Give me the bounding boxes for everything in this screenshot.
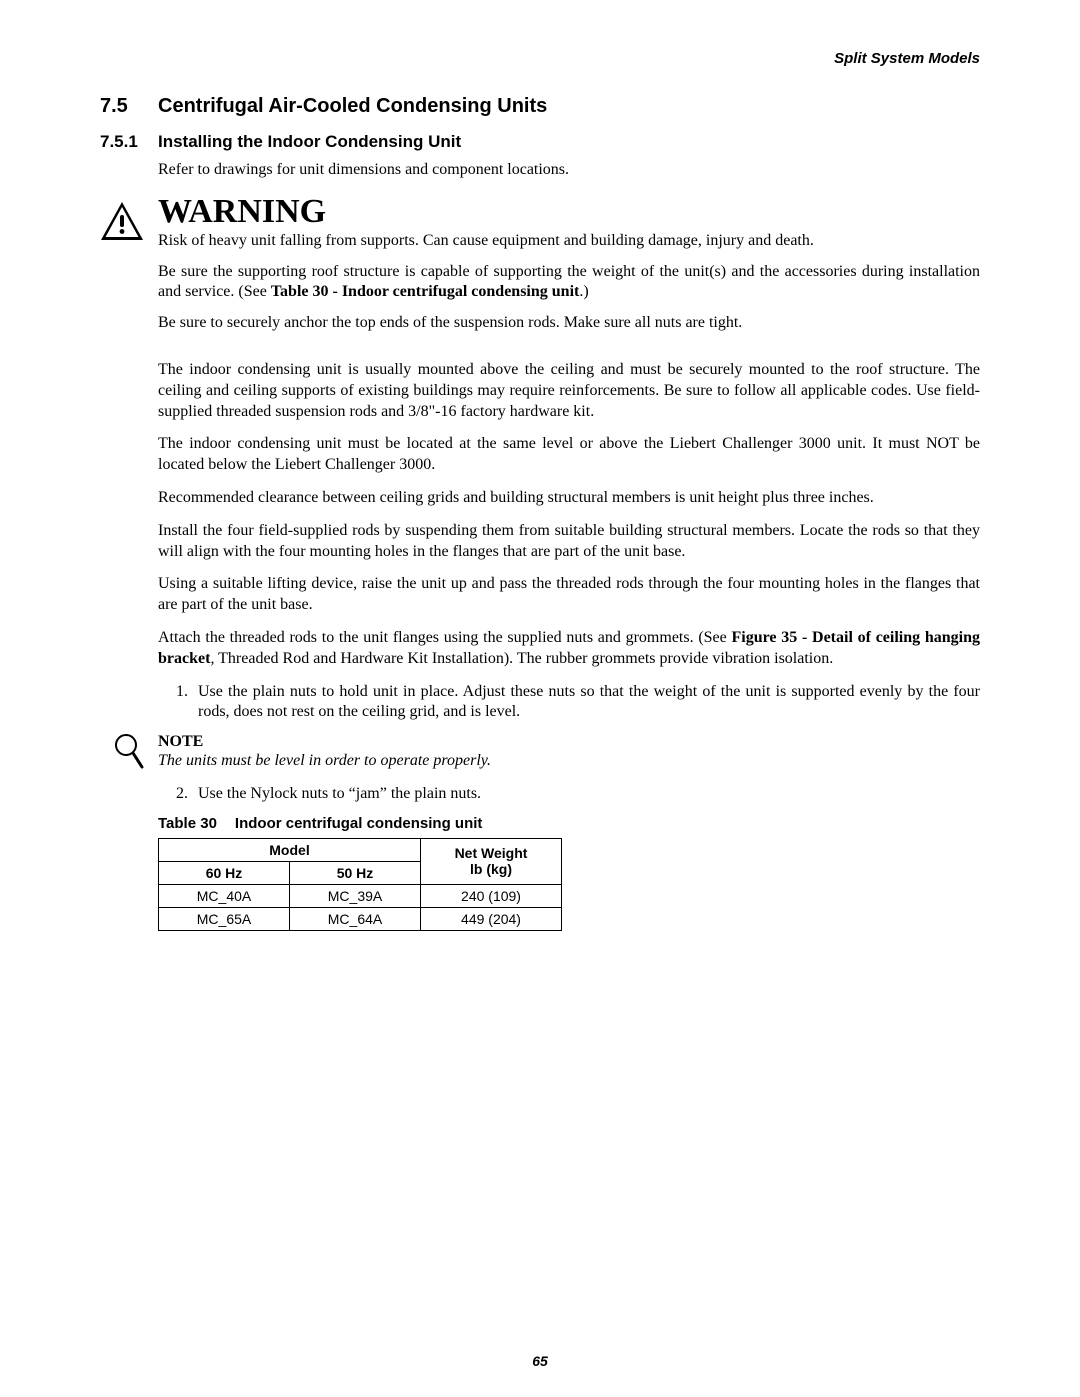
subsection-heading: 7.5.1Installing the Indoor Condensing Un… [100,132,980,152]
intro-line: Refer to drawings for unit dimensions an… [158,160,980,181]
th-50hz: 50 Hz [290,861,421,884]
td-weight: 240 (109) [421,884,562,907]
page-number: 65 [0,1353,1080,1369]
table-header-row-1: Model Net Weight lb (kg) [159,838,562,861]
table-title: Indoor centrifugal condensing unit [235,815,483,832]
body-p3: Recommended clearance between ceiling gr… [158,488,980,509]
warning-p1: Risk of heavy unit falling from supports… [158,231,980,252]
th-weight-l1: Net Weight [455,845,528,861]
table-label: Table 30 [158,815,217,832]
table-row: MC_65A MC_64A 449 (204) [159,907,562,930]
warning-title: WARNING [158,195,980,229]
body-p6-a: Attach the threaded rods to the unit fla… [158,629,731,646]
note-text: NOTE The units must be level in order to… [158,733,980,778]
body-p1: The indoor condensing unit is usually mo… [158,360,980,422]
note-body: The units must be level in order to oper… [158,751,980,772]
warning-p2-c: .) [579,283,588,300]
step-list-1: Use the plain nuts to hold unit in place… [158,682,980,724]
warning-icon-col [100,195,158,344]
section-heading: 7.5Centrifugal Air-Cooled Condensing Uni… [100,95,980,118]
table-row: MC_40A MC_39A 240 (109) [159,884,562,907]
note-block: NOTE The units must be level in order to… [112,733,980,778]
magnifier-icon [112,733,146,773]
page: Split System Models 7.5Centrifugal Air-C… [0,0,1080,1397]
body-p4: Install the four field-supplied rods by … [158,521,980,563]
td-weight: 449 (204) [421,907,562,930]
step-1: Use the plain nuts to hold unit in place… [192,682,980,724]
condensing-unit-table: Model Net Weight lb (kg) 60 Hz 50 Hz MC_… [158,838,562,931]
td-50hz: MC_64A [290,907,421,930]
warning-p3: Be sure to securely anchor the top ends … [158,313,980,334]
th-60hz: 60 Hz [159,861,290,884]
body-p2: The indoor condensing unit must be locat… [158,434,980,476]
note-icon-col [112,733,158,778]
step-list-2: Use the Nylock nuts to “jam” the plain n… [158,784,980,805]
body-p6: Attach the threaded rods to the unit fla… [158,628,980,670]
body-p6-c: , Threaded Rod and Hardware Kit Installa… [210,650,833,667]
body-p5: Using a suitable lifting device, raise t… [158,574,980,616]
subsection-title: Installing the Indoor Condensing Unit [158,132,461,151]
subsection-number: 7.5.1 [100,132,158,152]
section-title: Centrifugal Air-Cooled Condensing Units [158,95,547,117]
th-model: Model [159,838,421,861]
th-weight: Net Weight lb (kg) [421,838,562,884]
running-head: Split System Models [100,50,980,67]
td-60hz: MC_40A [159,884,290,907]
step-2: Use the Nylock nuts to “jam” the plain n… [192,784,980,805]
warning-icon [100,201,144,241]
warning-text: WARNING Risk of heavy unit falling from … [158,195,980,344]
td-60hz: MC_65A [159,907,290,930]
warning-p2: Be sure the supporting roof structure is… [158,262,980,304]
th-weight-l2: lb (kg) [470,861,512,877]
warning-block: WARNING Risk of heavy unit falling from … [100,195,980,344]
warning-p2-b: Table 30 - Indoor centrifugal condensing… [271,283,580,300]
section-number: 7.5 [100,95,158,118]
content-block: Refer to drawings for unit dimensions an… [158,160,980,931]
td-50hz: MC_39A [290,884,421,907]
note-title: NOTE [158,733,980,751]
table-caption: Table 30 Indoor centrifugal condensing un… [158,815,980,832]
